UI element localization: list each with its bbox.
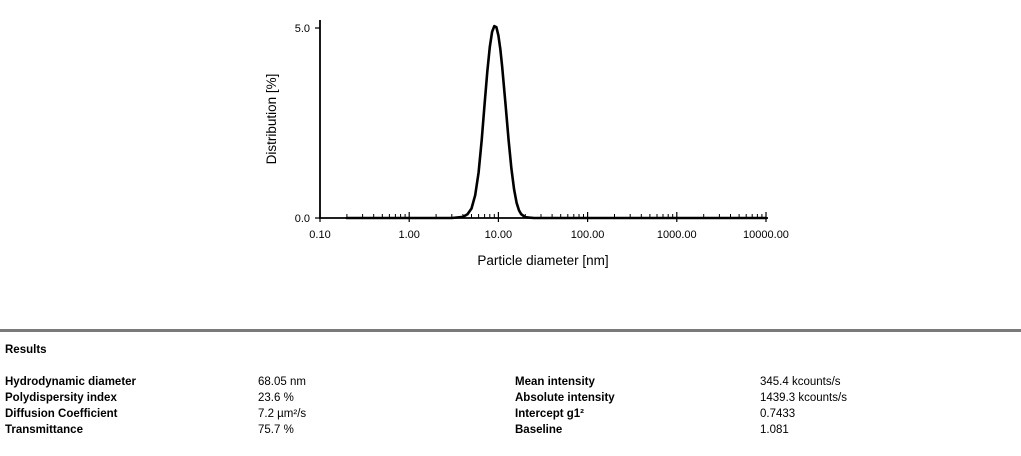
- result-label: Mean intensity: [515, 376, 595, 388]
- result-row: Diffusion Coefficient 7.2 µm²/s: [5, 406, 306, 422]
- x-tick-label: 1000.00: [657, 229, 697, 241]
- y-tick-label: 5.0: [295, 23, 310, 35]
- x-minor-tick-marks: [346, 214, 763, 218]
- result-row: Intercept g1² 0.7433: [515, 406, 847, 422]
- result-value: 1439.3 kcounts/s: [760, 392, 847, 404]
- results-section: Results Hydrodynamic diameter 68.05 nm P…: [0, 338, 1021, 456]
- result-value: 23.6 %: [258, 392, 294, 404]
- result-row: Polydispersity index 23.6 %: [5, 390, 306, 406]
- result-value: 1.081: [760, 424, 789, 436]
- x-tick-label: 1.00: [398, 229, 419, 241]
- distribution-chart: 0.10 1.00 10.00 100.00 1000.00 10000.00 0.0 5.0…: [258, 4, 798, 289]
- x-tick-label: 10.00: [485, 229, 513, 241]
- result-label: Diffusion Coefficient: [5, 408, 118, 420]
- result-row: Mean intensity 345.4 kcounts/s: [515, 374, 847, 390]
- result-value: 345.4 kcounts/s: [760, 376, 841, 388]
- distribution-curve: [345, 24, 768, 220]
- result-row: Hydrodynamic diameter 68.05 nm: [5, 374, 306, 390]
- result-label: Absolute intensity: [515, 392, 615, 404]
- tick-labels: 0.10 1.00 10.00 100.00 1000.00 10000.00 0.0 5.0: [295, 23, 789, 241]
- result-row: Absolute intensity 1439.3 kcounts/s: [515, 390, 847, 406]
- result-label: Polydispersity index: [5, 392, 117, 404]
- x-axis-title: Particle diameter [nm]: [477, 253, 608, 268]
- distribution-chart-svg: 0.10 1.00 10.00 100.00 1000.00 10000.00 0.0 5.0…: [264, 20, 789, 268]
- section-divider: [0, 329, 1021, 332]
- results-column-left: Hydrodynamic diameter 68.05 nm Polydispe…: [5, 374, 306, 438]
- y-tick-marks: [315, 27, 320, 219]
- result-row: Transmittance 75.7 %: [5, 422, 306, 438]
- y-axis-title: Distribution [%]: [264, 74, 279, 165]
- result-value: 75.7 %: [258, 424, 294, 436]
- result-row: Baseline 1.081: [515, 422, 847, 438]
- results-heading: Results: [5, 344, 47, 356]
- x-tick-label: 10000.00: [743, 229, 789, 241]
- result-value: 7.2 µm²/s: [258, 408, 307, 420]
- x-tick-label: 0.10: [309, 229, 330, 241]
- result-label: Transmittance: [5, 424, 83, 436]
- result-label: Intercept g1²: [515, 408, 585, 420]
- result-value: 0.7433: [760, 408, 796, 420]
- result-label: Baseline: [515, 424, 563, 436]
- result-value: 68.05 nm: [258, 376, 306, 388]
- result-label: Hydrodynamic diameter: [5, 376, 137, 388]
- y-tick-label: 0.0: [295, 213, 310, 225]
- results-column-right: Mean intensity 345.4 kcounts/s Absolute …: [515, 374, 847, 438]
- x-tick-label: 100.00: [571, 229, 605, 241]
